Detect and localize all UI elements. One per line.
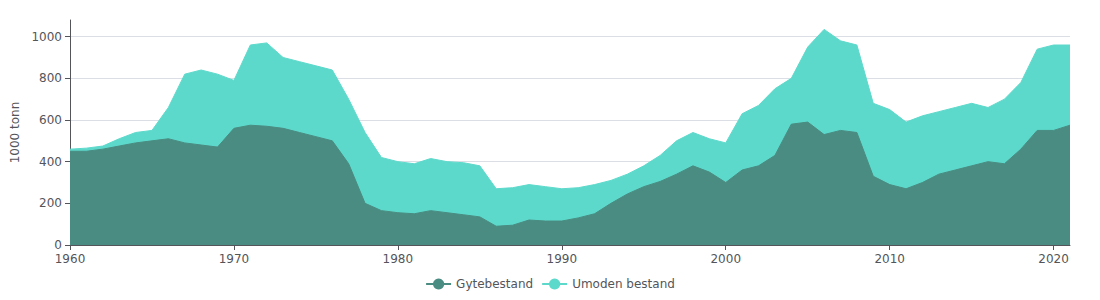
svg-text:1000 tonn: 1000 tonn (8, 102, 22, 164)
svg-text:2010: 2010 (874, 252, 905, 266)
svg-text:2020: 2020 (1038, 252, 1069, 266)
svg-text:2000: 2000 (710, 252, 741, 266)
svg-text:0: 0 (54, 238, 62, 252)
svg-text:1970: 1970 (219, 252, 250, 266)
svg-text:Umoden bestand: Umoden bestand (572, 277, 675, 291)
svg-text:200: 200 (39, 196, 62, 210)
svg-text:Gytebestand: Gytebestand (456, 277, 533, 291)
svg-text:400: 400 (39, 155, 62, 169)
svg-text:1990: 1990 (547, 252, 578, 266)
svg-text:800: 800 (39, 71, 62, 85)
svg-text:1000: 1000 (31, 30, 62, 44)
svg-text:1960: 1960 (55, 252, 86, 266)
svg-text:1980: 1980 (383, 252, 414, 266)
svg-text:600: 600 (39, 113, 62, 127)
